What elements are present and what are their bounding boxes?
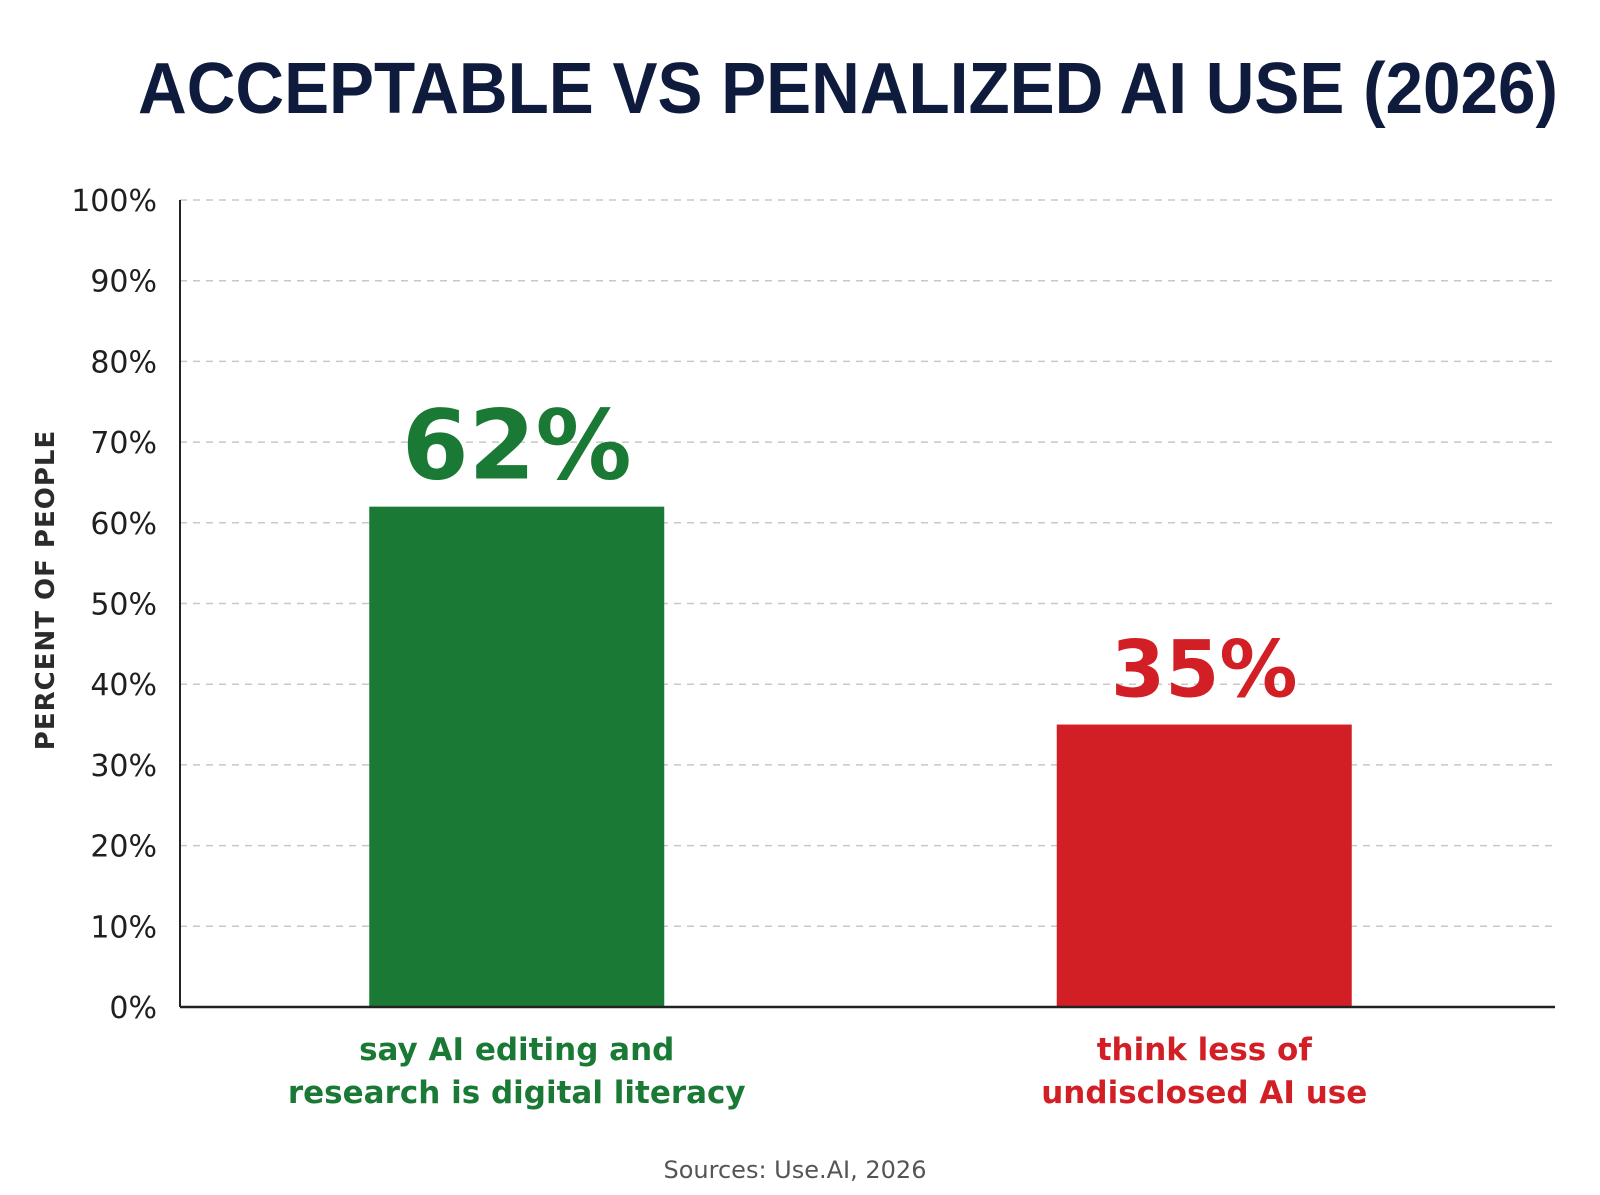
- y-axis-label: PERCENT OF PEOPLE: [31, 430, 61, 750]
- y-tick-label: 0%: [109, 991, 157, 1026]
- source-note: Sources: Use.AI, 2026: [664, 1156, 927, 1184]
- category-label: research is digital literacy: [288, 1075, 746, 1111]
- category-label: say AI editing and: [359, 1032, 674, 1068]
- y-tick-label: 60%: [90, 507, 157, 542]
- y-tick-label: 50%: [90, 588, 157, 623]
- y-tick-label: 100%: [71, 184, 157, 219]
- y-tick-label: 80%: [90, 345, 157, 380]
- y-tick-label: 20%: [90, 830, 157, 865]
- category-label: undisclosed AI use: [1041, 1075, 1367, 1111]
- category-labels: say AI editing and research is digital li…: [288, 1032, 1367, 1111]
- y-tick-label: 70%: [90, 426, 157, 461]
- y-tick-label: 10%: [90, 910, 157, 945]
- data-label: 62%: [402, 390, 632, 502]
- bar: [369, 506, 665, 1007]
- y-tick-label: 90%: [90, 265, 157, 300]
- bars: [369, 506, 1352, 1007]
- y-tick-label: 40%: [90, 668, 157, 703]
- bar: [1056, 724, 1352, 1007]
- data-labels: 62% 35%: [402, 390, 1298, 716]
- data-label: 35%: [1111, 626, 1298, 716]
- category-label: think less of: [1097, 1032, 1313, 1068]
- chart-title: ACCEPTABLE VS PENALIZED AI USE (2026): [138, 49, 1558, 129]
- y-ticks: 0% 10% 20% 30% 40% 50% 60% 70% 80% 90% 100%: [71, 184, 157, 1026]
- y-tick-label: 30%: [90, 749, 157, 784]
